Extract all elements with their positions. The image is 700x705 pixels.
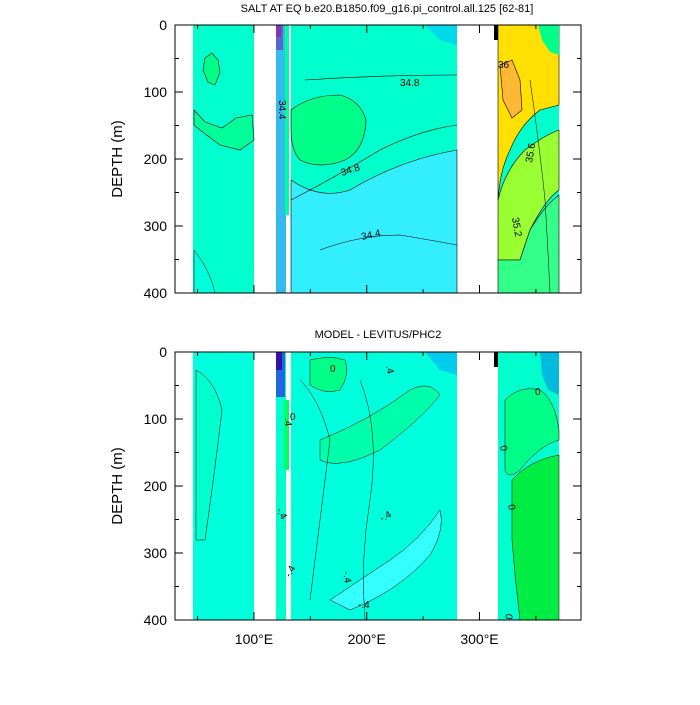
region-strait-top	[276, 25, 283, 50]
contour-label: .4	[383, 365, 395, 376]
contour-line	[319, 234, 458, 251]
region-atlantic-subsurface	[497, 129, 560, 261]
region-atlantic-edge-mark	[494, 352, 498, 367]
contour-label: -.4	[283, 564, 299, 580]
region-indian-salty-patch	[202, 52, 221, 86]
region-pacific-positive-band	[319, 385, 441, 464]
contour-line	[299, 379, 331, 601]
x-tick-label: 300°E	[460, 631, 498, 647]
y-tick-label: 300	[144, 218, 168, 234]
region-indian-anomaly	[195, 369, 223, 541]
region-pacific-east-top	[425, 25, 457, 45]
region-indian-ocean	[193, 25, 254, 293]
region-strait-green	[285, 25, 289, 215]
region-indonesian-strait	[276, 25, 286, 293]
y-tick-label: 100	[144, 84, 168, 100]
contour-label: 0	[505, 504, 517, 512]
region-pacific-east-top	[425, 352, 457, 375]
region-pacific-deep	[290, 149, 458, 294]
region-atlantic-salty-core	[499, 59, 523, 119]
contour-label: 35.6	[524, 142, 538, 164]
y-tick-label: 100	[144, 411, 168, 427]
region-indonesian-strait	[276, 352, 286, 620]
panel-1-fill	[193, 24, 560, 294]
contour-line	[359, 379, 374, 621]
region-atlantic-positive	[511, 454, 560, 621]
y-tick-label: 400	[144, 612, 168, 628]
contour-label: 34.4	[360, 228, 382, 243]
region-indian-mid-band	[193, 109, 255, 151]
panel-2-axis-ticks: 0 100 200 300 400 100°E 200°E 300°E	[144, 344, 581, 647]
panel-2-ylabel: DEPTH (m)	[109, 447, 126, 525]
contour-label: -.4	[340, 571, 353, 585]
contour-line	[529, 79, 551, 294]
region-atlantic-anomaly	[504, 388, 560, 476]
region-atlantic-east-top	[540, 352, 559, 395]
contour-label: 0	[290, 412, 296, 423]
x-tick-label: 100°E	[235, 631, 273, 647]
contour-label: 0	[497, 445, 509, 453]
panel-salinity: SALT AT EQ b.e20.B1850.f09_g16.pi_contro…	[109, 3, 582, 301]
region-strait-green	[284, 400, 289, 470]
contour-label: 34.8	[400, 78, 420, 89]
contour-line	[304, 74, 458, 81]
contour-label: 0	[535, 387, 541, 398]
panel-difference: MODEL - LEVITUS/PHC2 0 0 0 .4	[109, 329, 582, 647]
contour-label: 36	[498, 60, 510, 71]
region-atlantic-east-top	[538, 25, 559, 55]
region-strait-fresh	[276, 352, 282, 370]
y-tick-label: 400	[144, 285, 168, 301]
panel-1-axis-ticks: 0 100 200 300 400	[144, 17, 581, 301]
region-strait-top	[276, 352, 285, 397]
panel-1-ylabel: DEPTH (m)	[109, 120, 126, 198]
contour-label: 35.2	[509, 217, 523, 239]
region-pacific-positive	[309, 357, 347, 392]
region-pacific-negative	[329, 509, 442, 611]
region-atlantic-edge-mark	[494, 25, 498, 40]
panel-1-contour-labels: 34.8 34.8 34.4 34.4 36 35.6 35.2	[276, 60, 538, 243]
x-tick-label: 200°E	[348, 631, 386, 647]
contour-label: .4	[282, 418, 293, 427]
contour-label: 34.4	[276, 100, 287, 120]
contour-label: -.4	[378, 509, 394, 525]
y-tick-label: 0	[159, 344, 167, 360]
y-tick-label: 0	[159, 17, 167, 33]
region-pacific-salty-core	[290, 94, 367, 166]
contour-label: -.4	[273, 506, 289, 522]
region-atlantic-deep	[497, 194, 560, 294]
y-tick-label: 200	[144, 478, 168, 494]
contour-line	[290, 124, 458, 201]
contour-label: -.4	[358, 600, 370, 611]
panel-2-contour-labels: 0 0 0 .4 -.4 -.4 -.4 -.4 .4 -.4 0 0 0	[273, 364, 541, 621]
panel-2-title: MODEL - LEVITUS/PHC2	[315, 329, 442, 341]
contour-label: 0	[330, 364, 336, 375]
y-tick-label: 200	[144, 151, 168, 167]
panel-1-title: SALT AT EQ b.e20.B1850.f09_g16.pi_contro…	[241, 3, 534, 15]
region-strait-fresh	[276, 25, 281, 37]
contour-label: 0	[504, 613, 516, 621]
y-tick-label: 300	[144, 545, 168, 561]
panel-2-fill	[193, 352, 560, 621]
